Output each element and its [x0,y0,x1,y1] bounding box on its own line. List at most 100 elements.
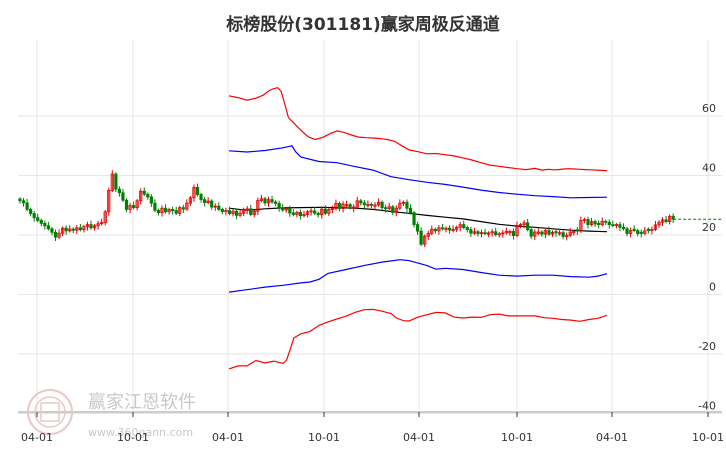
candle-body [643,230,647,234]
candle [82,224,86,233]
candle [455,225,459,233]
candle-body [266,199,271,204]
candle-body [238,212,242,216]
candle-body [472,231,477,234]
candle-body [486,232,491,235]
candle-body [171,209,175,212]
candle-body [405,201,409,209]
candle [217,202,221,212]
candle [61,226,65,237]
candle [625,226,629,237]
candle-body [668,215,672,223]
candle [146,192,150,200]
candle [309,208,313,216]
candle-body [423,235,427,245]
candle-body [600,220,604,225]
candle-body [536,231,540,234]
candle [575,226,579,235]
candle-body [508,231,512,234]
candle [486,231,491,238]
candle [359,199,363,206]
candle [586,216,590,229]
candle-body [437,227,441,232]
series-lower-inner [228,259,608,293]
candle [153,199,157,213]
candle [369,202,374,209]
candle [593,219,597,227]
candle-body [295,211,299,215]
chart-title: 标榜股份(301181)赢家周极反通道 [226,15,500,35]
candle-body [142,190,146,195]
candle-body [220,209,224,212]
candle-body [227,210,232,214]
candle [554,228,558,237]
candle-body [85,224,90,228]
candle-body [430,228,434,234]
candle [231,209,235,217]
candle-body [597,222,601,225]
candle [131,201,136,210]
candle [568,228,572,238]
candle-body [320,208,324,216]
candle-body [202,199,207,203]
candle [469,226,473,238]
candle [256,197,260,216]
candle [167,207,171,215]
grid-lines [18,40,722,414]
candle [522,219,526,229]
candle-body [614,224,619,226]
candle [92,223,97,231]
candle [227,206,232,216]
candle [529,227,533,240]
candle-body [195,186,200,195]
candle [281,204,285,212]
candle-body [494,231,498,236]
candle [476,229,480,237]
candle [149,194,153,208]
candle [263,196,267,206]
candle [547,226,551,236]
candle-body [543,230,548,235]
candle-body [533,231,537,237]
candle-body [391,206,395,213]
candle [206,197,210,205]
candle-body [242,209,246,214]
candle-body [43,222,47,227]
candle-body [629,230,633,234]
candle-body [408,207,413,214]
candle [536,228,540,236]
candle-body [273,201,278,204]
candle [550,230,555,237]
candle-body [68,228,72,232]
candle [330,205,335,214]
x-axis-ticks: 04-01 10-01 04-01 10-01 04-01 10-01 04-01 10-01 [21,412,724,444]
candle-body [46,225,51,230]
candle [621,223,626,231]
candle-body [394,207,398,213]
candle [210,199,214,210]
x-tick-label-0: 04-01 [21,431,53,444]
candle-body [501,232,505,235]
candle [604,219,608,226]
candle [650,226,654,235]
candle-body [653,224,658,230]
candle-body [440,227,445,230]
candle [135,199,139,211]
candle [401,200,406,206]
candle-body [359,200,363,204]
candle [497,232,501,238]
candle [451,225,455,233]
candle-body [504,231,508,234]
candle [295,210,299,218]
candle [423,234,427,248]
candle [277,200,281,212]
series-lower-outer [228,308,608,370]
candle [600,217,604,227]
candle [447,225,452,234]
candle [234,208,239,220]
candle-body [305,211,310,215]
candle [501,230,505,238]
candle-body [224,210,228,213]
candle [412,210,416,228]
candle-body [36,217,40,221]
